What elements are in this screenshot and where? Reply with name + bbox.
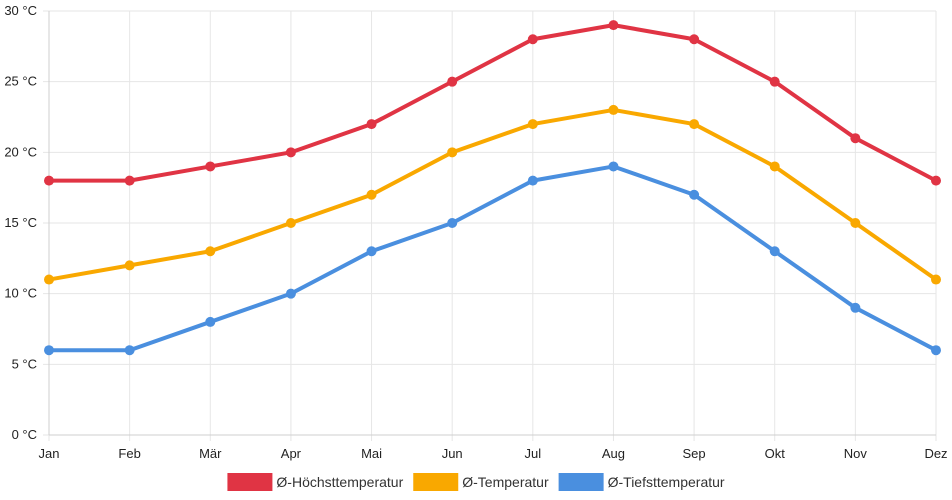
data-point-hochsttemperatur-jul[interactable] [527,34,538,45]
x-tick-label-nov: Nov [844,446,868,461]
data-point-temperatur-aug[interactable] [608,104,619,115]
data-point-tiefsttemperatur-nov[interactable] [850,302,861,313]
y-tick-label-20: 20 °C [4,144,37,159]
x-tick-label-jan: Jan [39,446,60,461]
legend-label-hochsttemperatur: Ø-Höchsttemperatur [276,474,403,490]
data-point-hochsttemperatur-apr[interactable] [285,147,296,158]
x-tick-label-aug: Aug [602,446,625,461]
legend-swatch-temperatur [413,473,459,491]
y-tick-label-5: 5 °C [12,356,37,371]
legend-item-tiefsttemperatur[interactable]: Ø-Tiefsttemperatur [558,473,725,491]
data-point-hochsttemperatur-jan[interactable] [44,175,54,186]
data-point-tiefsttemperatur-apr[interactable] [285,288,296,299]
grid [43,10,937,441]
data-point-hochsttemperatur-sep[interactable] [689,34,700,45]
y-tick-label-15: 15 °C [4,215,37,230]
data-point-temperatur-jun[interactable] [447,147,458,158]
data-point-temperatur-jan[interactable] [44,274,54,285]
data-point-tiefsttemperatur-mai[interactable] [366,246,377,257]
x-tick-label-mai: Mai [361,446,382,461]
series-line-hochsttemperatur [47,23,938,183]
data-point-tiefsttemperatur-aug[interactable] [608,161,619,172]
data-point-hochsttemperatur-dez[interactable] [931,175,941,186]
data-point-tiefsttemperatur-sep[interactable] [689,189,700,200]
series-line-temperatur [47,107,938,282]
data-point-tiefsttemperatur-jan[interactable] [44,345,54,356]
x-tick-label-dez: Dez [924,446,947,461]
data-point-tiefsttemperatur-mar[interactable] [205,316,216,327]
data-point-temperatur-mai[interactable] [366,189,377,200]
series-line-tiefsttemperatur [47,164,938,353]
data-point-tiefsttemperatur-jul[interactable] [527,175,538,186]
data-point-hochsttemperatur-aug[interactable] [608,20,619,31]
legend-swatch-tiefsttemperatur [558,473,604,491]
x-tick-label-jun: Jun [442,446,463,461]
data-point-hochsttemperatur-feb[interactable] [124,175,135,186]
series [44,20,941,356]
data-point-hochsttemperatur-jun[interactable] [447,76,458,87]
series-temperatur [44,104,941,285]
data-point-hochsttemperatur-mar[interactable] [205,161,216,172]
data-point-temperatur-dez[interactable] [931,274,941,285]
legend[interactable]: Ø-Höchsttemperatur Ø-Temperatur Ø-Tiefstte… [227,473,725,491]
y-tick-label-25: 25 °C [4,74,37,89]
data-point-tiefsttemperatur-feb[interactable] [124,345,135,356]
data-point-hochsttemperatur-okt[interactable] [769,76,780,87]
data-point-temperatur-sep[interactable] [689,119,700,130]
data-point-hochsttemperatur-mai[interactable] [366,119,377,130]
x-tick-label-jul: Jul [525,446,542,461]
legend-label-temperatur: Ø-Temperatur [462,474,549,490]
data-point-temperatur-apr[interactable] [285,218,296,228]
x-tick-label-apr: Apr [281,446,302,461]
data-point-tiefsttemperatur-jun[interactable] [447,218,458,228]
y-tick-label-0: 0 °C [12,427,37,442]
y-tick-label-10: 10 °C [4,286,37,301]
data-point-temperatur-mar[interactable] [205,246,216,257]
data-point-temperatur-nov[interactable] [850,218,861,228]
data-point-temperatur-jul[interactable] [527,119,538,130]
data-point-hochsttemperatur-nov[interactable] [850,133,861,144]
x-tick-label-feb: Feb [118,446,140,461]
legend-swatch-hochsttemperatur [227,473,273,491]
data-point-tiefsttemperatur-okt[interactable] [769,246,780,257]
x-tick-label-okt: Okt [765,446,786,461]
legend-label-tiefsttemperatur: Ø-Tiefsttemperatur [608,474,725,490]
x-tick-label-mar: Mär [199,446,222,461]
y-tick-label-30: 30 °C [4,3,37,18]
series-tiefsttemperatur [44,161,941,356]
data-point-temperatur-okt[interactable] [769,161,780,172]
data-point-temperatur-feb[interactable] [124,260,135,271]
data-point-tiefsttemperatur-dez[interactable] [931,345,941,356]
x-tick-label-sep: Sep [683,446,706,461]
series-hochsttemperatur [44,20,941,186]
legend-item-temperatur[interactable]: Ø-Temperatur [413,473,549,491]
axes: 0 °C 5 °C 10 °C 15 °C 20 °C 25 °C 30 °C Jan Feb M… [4,3,947,461]
legend-item-hochsttemperatur[interactable]: Ø-Höchsttemperatur [227,473,404,491]
